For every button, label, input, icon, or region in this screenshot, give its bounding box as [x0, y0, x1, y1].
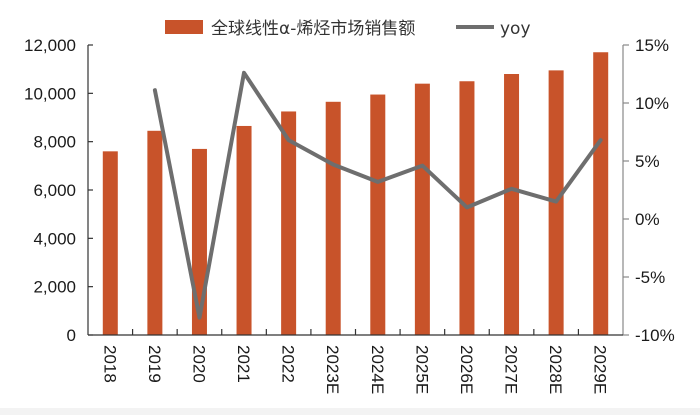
right-axis-tick-label: 10%	[635, 94, 669, 113]
bar	[281, 111, 297, 335]
legend-bar-label: 全球线性α-烯烃市场销售额	[211, 19, 415, 39]
line-series	[152, 70, 603, 320]
yoy-line	[152, 70, 603, 320]
x-axis-tick-label: 2019	[145, 345, 164, 383]
legend: 全球线性α-烯烃市场销售额 yoy	[165, 19, 531, 39]
right-axis-tick-label: 0%	[635, 210, 660, 229]
x-axis-tick-label: 2029E	[591, 345, 610, 394]
left-axis-tick-label: 12,000	[24, 36, 76, 55]
legend-line-label: yoy	[500, 19, 531, 39]
bar	[102, 151, 118, 335]
bar	[593, 52, 609, 335]
bar	[370, 94, 386, 336]
x-axis: 2018 2019 2020 2021 2022 2023E 2024E 2025E 2026E…	[88, 329, 623, 394]
x-axis-tick-label: 2022	[279, 345, 298, 383]
right-axis-tick-label: -5%	[635, 268, 665, 287]
left-axis-tick-label: 8,000	[33, 133, 76, 152]
x-axis-tick-label: 2021	[234, 345, 253, 383]
bar	[504, 74, 520, 335]
x-axis-tick-label: 2024E	[368, 345, 387, 394]
bar	[325, 101, 341, 336]
bottom-strip	[0, 408, 700, 415]
bar	[236, 125, 252, 335]
left-axis-tick-label: 10,000	[24, 84, 76, 103]
x-axis-tick-label: 2028E	[546, 345, 565, 394]
x-axis-tick-label: 2027E	[502, 345, 521, 394]
left-axis-tick-label: 0	[67, 326, 76, 345]
bar	[414, 83, 430, 336]
right-axis-tick-label: 15%	[635, 36, 669, 55]
right-axis-tick-label: -10%	[635, 326, 675, 345]
right-y-axis: -10% -5% 0% 5% 10% 15%	[622, 36, 675, 345]
left-y-axis: 0 2,000 4,000 6,000 8,000 10,000 12,000	[24, 36, 93, 345]
left-axis-tick-label: 4,000	[33, 229, 76, 248]
x-axis-tick-label: 2020	[189, 345, 208, 383]
bar	[147, 130, 163, 335]
x-axis-tick-label: 2018	[100, 345, 119, 383]
left-axis-tick-label: 6,000	[33, 181, 76, 200]
bar-series	[102, 52, 609, 336]
legend-bar-swatch	[165, 20, 203, 34]
x-axis-tick-label: 2026E	[457, 345, 476, 394]
x-axis-tick-label: 2025E	[412, 345, 431, 394]
left-axis-tick-label: 2,000	[33, 278, 76, 297]
right-axis-tick-label: 5%	[635, 152, 660, 171]
x-axis-tick-label: 2023E	[323, 345, 342, 394]
